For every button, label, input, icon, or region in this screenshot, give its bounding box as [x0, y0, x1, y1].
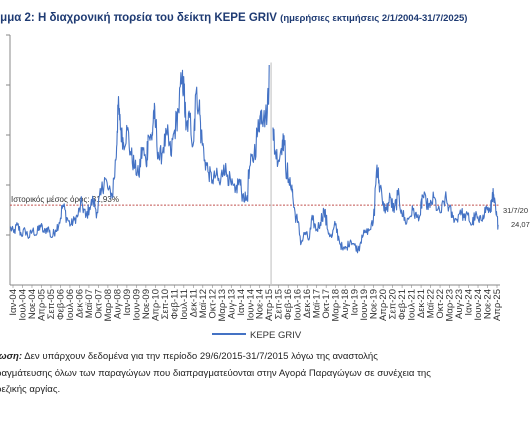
x-tick-label: Απρ-15 — [264, 289, 275, 321]
x-tick-label: Οκτ-12 — [207, 289, 218, 319]
x-tick-label: Ιουλ-06 — [65, 289, 76, 321]
x-tick-label: Νοε-14 — [255, 289, 266, 319]
x-tick-label: Μαϊ-12 — [198, 289, 209, 318]
end-date-label: 31/7/20 — [503, 206, 528, 215]
x-tick-label: Απρ-20 — [378, 289, 389, 321]
x-tick-label: Ιουλ-11 — [179, 289, 190, 320]
x-tick-label: Νοε-04 — [27, 289, 38, 319]
x-tick-label: Ιουλ-04 — [17, 289, 28, 321]
x-tick-label: Οκτ-17 — [321, 289, 332, 319]
x-tick-label: Νοε-19 — [369, 289, 380, 319]
x-tick-label: Μαϊ-17 — [312, 289, 323, 318]
x-tick-label: Σεπ-05 — [46, 289, 57, 319]
legend-label: KEPE GRIV — [250, 330, 302, 341]
x-tick-label: Αυγ-23 — [454, 289, 465, 319]
x-tick-label: Απρ-05 — [36, 289, 47, 321]
x-tick-label: Ιαν-09 — [122, 289, 133, 316]
note-line-3: ρεζικής αργίας. — [0, 384, 61, 395]
x-tick-label: Ιαν-19 — [350, 289, 361, 316]
x-tick-label: Οκτ-22 — [435, 289, 446, 319]
chart-title: ράμμα 2: Η διαχρονική πορεία του δείκτη … — [0, 12, 467, 24]
x-tick-label: Ιουλ-16 — [293, 289, 304, 321]
x-tick-label: Σεπ-15 — [274, 289, 285, 319]
note-line-1: Δεν υπάρχουν δεδομένα για την περίοδο 29… — [22, 351, 378, 362]
x-tick-label: Αυγ-13 — [226, 289, 237, 319]
x-tick-label: Σεπ-20 — [388, 289, 399, 319]
x-tick-label: Δεκ-11 — [188, 289, 199, 317]
x-tick-label: Οκτ-07 — [93, 289, 104, 319]
x-tick-label: Φεβ-11 — [169, 289, 180, 319]
chart-note: ίωση: Δεν υπάρχουν δεδομένα για την περί… — [0, 349, 530, 399]
x-tick-label: Φεβ-16 — [283, 289, 294, 320]
x-tick-label: Δεκ-21 — [416, 289, 427, 318]
x-tick-label: Ιουν-19 — [359, 289, 370, 321]
x-tick-label: Ιουν-14 — [245, 289, 256, 321]
x-tick-label: Δεκ-06 — [74, 289, 85, 318]
chart-title-period: (ημερήσιες εκτιμήσεις 2/1/2004-31/7/2025… — [280, 13, 468, 24]
series-kepe-griv — [9, 64, 499, 254]
x-tick-label: Νοε-24 — [483, 289, 494, 319]
x-tick-label: Ιαν-24 — [464, 289, 475, 316]
note-line-2: ραγμάτευσης όλων των παραγώγων που διαπρ… — [0, 367, 431, 379]
x-tick-label: Μαρ-23 — [445, 289, 456, 322]
x-tick-label: Νοε-09 — [141, 289, 152, 319]
x-tick-label: Μαϊ-22 — [426, 289, 437, 318]
x-tick-label: Ιουλ-21 — [407, 289, 418, 321]
x-tick-label: Μαρ-18 — [331, 289, 342, 322]
x-tick-label: Ιουν-09 — [131, 289, 142, 321]
x-tick-label: Αυγ-08 — [112, 289, 123, 319]
x-tick-label: Φεβ-21 — [397, 289, 408, 320]
mean-label: Ιστορικός μέσος όρος: 31,93% — [11, 195, 119, 204]
x-tick-label: Μαρ-08 — [103, 289, 114, 322]
chart: Ιαν-04Ιουλ-04Νοε-04Απρ-05Σεπ-05Φεβ-06Ιου… — [6, 34, 530, 341]
x-tick-label: Ιαν-14 — [236, 289, 247, 316]
x-tick-label: Δεκ-16 — [302, 289, 313, 318]
note-label: ίωση: — [0, 351, 23, 362]
x-tick-label: Μαρ-13 — [217, 289, 228, 322]
x-tick-label: Φεβ-06 — [55, 289, 66, 320]
x-tick-label: Απρ-10 — [150, 289, 161, 321]
x-tick-label: Σεπ-10 — [160, 289, 171, 319]
x-tick-label: Ιουν-24 — [473, 289, 484, 321]
x-tick-label: Ιαν-04 — [8, 289, 19, 316]
x-tick-label: Απρ-25 — [492, 289, 503, 321]
end-value-label: 24,07 — [511, 220, 530, 229]
chart-title-main: ράμμα 2: Η διαχρονική πορεία του δείκτη … — [0, 12, 277, 24]
x-tick-label: Αυγ-18 — [340, 289, 351, 319]
x-tick-label: Μαϊ-07 — [84, 289, 95, 318]
